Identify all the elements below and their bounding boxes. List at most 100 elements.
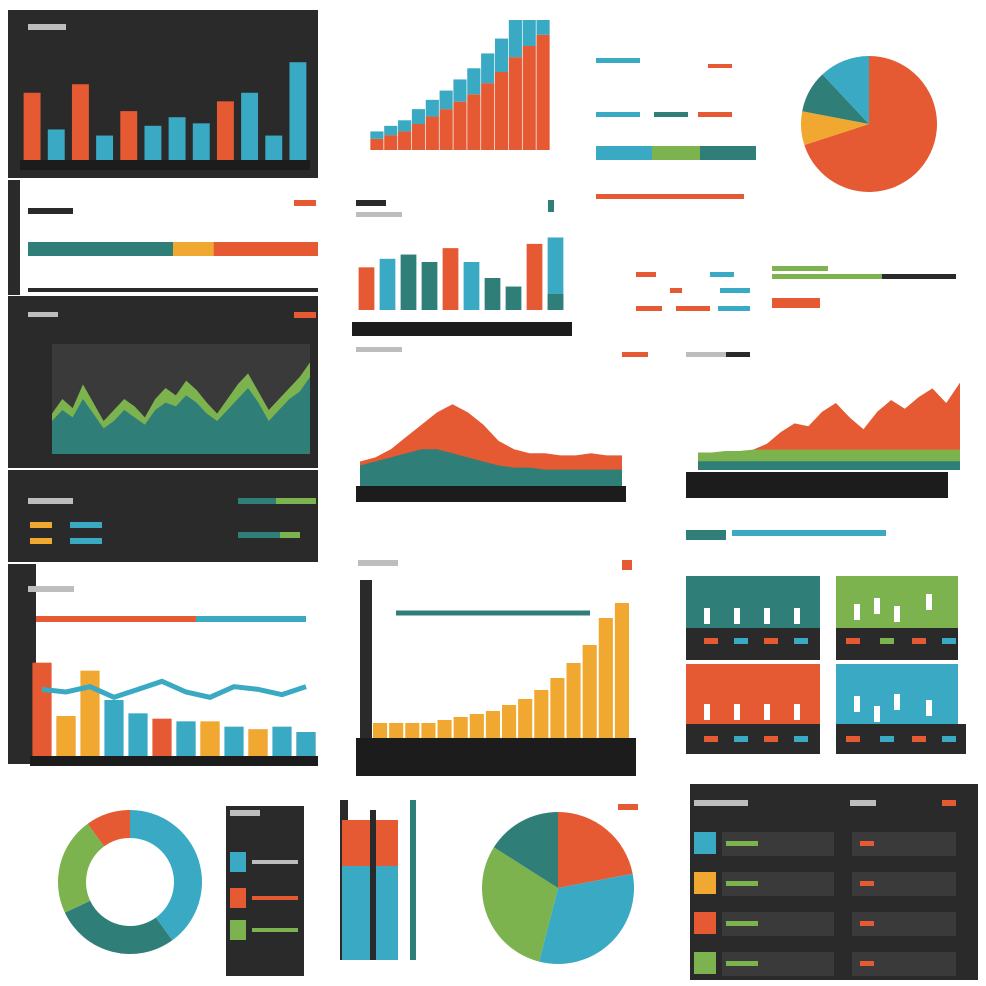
bar-1-1	[379, 258, 396, 310]
bar-8-0	[526, 243, 543, 310]
panel-pie-top-right	[786, 54, 952, 194]
pie-chart	[482, 812, 634, 964]
tile-row-mark-5	[880, 638, 894, 644]
line-orange-1	[708, 64, 732, 68]
baseline-bar	[30, 756, 318, 766]
panel-donut	[50, 806, 210, 956]
divider	[28, 288, 318, 292]
tile-tick-2	[764, 608, 770, 624]
growth-bars-chart	[373, 603, 629, 738]
row-value-left-1	[726, 881, 758, 886]
slice-0	[130, 810, 202, 941]
growth-bar-0	[373, 723, 388, 738]
panel-vertical-bars	[338, 800, 422, 964]
combo-bar-9-1	[248, 729, 268, 756]
vbar-cyan-2	[376, 866, 398, 960]
slice-3	[822, 56, 869, 124]
bar-0-0	[23, 92, 41, 160]
bar-6-1	[168, 117, 186, 160]
progress-teal	[686, 530, 726, 540]
growth-bar-5	[453, 717, 468, 738]
bar-5-1	[463, 262, 480, 310]
stack-cyan	[596, 146, 652, 160]
growth-bar-7	[485, 711, 500, 738]
area-series-1	[360, 449, 622, 486]
tile-tick-6	[894, 606, 900, 622]
stack-teal	[700, 146, 756, 160]
row-swatch-3	[694, 952, 716, 974]
tile-row-mark-1	[734, 638, 748, 644]
badge-orange	[294, 312, 316, 318]
bar-4-0	[425, 116, 439, 150]
bar-9-1	[494, 38, 509, 72]
tile-row-mark-10	[764, 736, 778, 742]
title-bar	[356, 200, 386, 206]
tile-tick-8	[704, 704, 710, 720]
title-bar-2	[356, 212, 402, 217]
badge-orange	[942, 800, 956, 806]
tile-row-mark-15	[942, 736, 956, 742]
bar-8-1	[481, 53, 495, 84]
row-value-left-3	[726, 961, 758, 966]
staircase-top-chart	[370, 20, 550, 151]
slice-1	[539, 873, 634, 964]
pie-top-right-chart	[801, 56, 937, 192]
line-teal-1	[596, 58, 640, 63]
bar-2-2	[400, 254, 417, 310]
row-value-left-2	[726, 921, 758, 926]
tile-tick-11	[794, 704, 800, 720]
tile-tick-0	[704, 608, 710, 624]
mini-orange-5	[622, 352, 648, 357]
bar-5-0	[439, 109, 453, 150]
title-bar	[694, 800, 748, 806]
legend-cyan	[230, 852, 246, 872]
row-swatch-2	[694, 912, 716, 934]
title-bar-2	[850, 800, 876, 806]
bar-5-1	[144, 125, 162, 160]
tile-row-dark-1	[686, 628, 820, 660]
combo-bar-4-2	[128, 713, 148, 756]
panel-combo-bottom-left	[8, 564, 318, 784]
mini-dark	[726, 352, 750, 357]
mini-orange	[636, 272, 656, 277]
combo-bar-6-2	[176, 721, 196, 756]
tile-row-mark-8	[704, 736, 718, 742]
tick-strip	[686, 472, 948, 498]
panel-staircase-top	[370, 20, 555, 165]
line-teal-3	[654, 112, 688, 117]
mini-orange-4	[676, 306, 710, 311]
growth-bar-10	[534, 690, 549, 738]
baseline	[20, 160, 310, 170]
panel-title-bar	[28, 312, 58, 317]
bar-11-0	[522, 46, 536, 150]
combo-bar-1-1	[56, 716, 76, 756]
bars-center-chart	[358, 237, 564, 310]
line-orange-2	[698, 112, 732, 117]
tile-tick-3	[794, 608, 800, 624]
mini-orange-2	[670, 288, 682, 293]
bar-8-0	[481, 83, 495, 150]
badge-teal	[548, 200, 554, 212]
mini-teal	[710, 272, 734, 277]
panel-pie	[478, 804, 638, 964]
line-orange-3	[596, 194, 744, 199]
growth-bar-2	[405, 723, 420, 738]
vbar-cyan	[342, 866, 370, 960]
bar-2-0	[398, 131, 412, 150]
panel-growth	[356, 560, 636, 776]
combo-line	[41, 678, 307, 701]
panel-legend-bottom	[226, 806, 304, 976]
badge-orange	[622, 560, 632, 570]
tile-row-mark-4	[846, 638, 860, 644]
bar-6-0	[453, 101, 467, 150]
bar-2-0	[71, 84, 89, 160]
area-center-chart	[360, 404, 622, 486]
row-swatch-1	[694, 872, 716, 894]
mini-teal-2	[720, 288, 750, 293]
combo-bar-0-0	[32, 662, 52, 756]
panel-tiles	[686, 576, 982, 786]
tile-row-dark-2	[836, 628, 958, 660]
legend-cyan-2	[70, 538, 102, 544]
panel-legend-left	[8, 470, 318, 562]
bar-3-1	[96, 135, 114, 160]
